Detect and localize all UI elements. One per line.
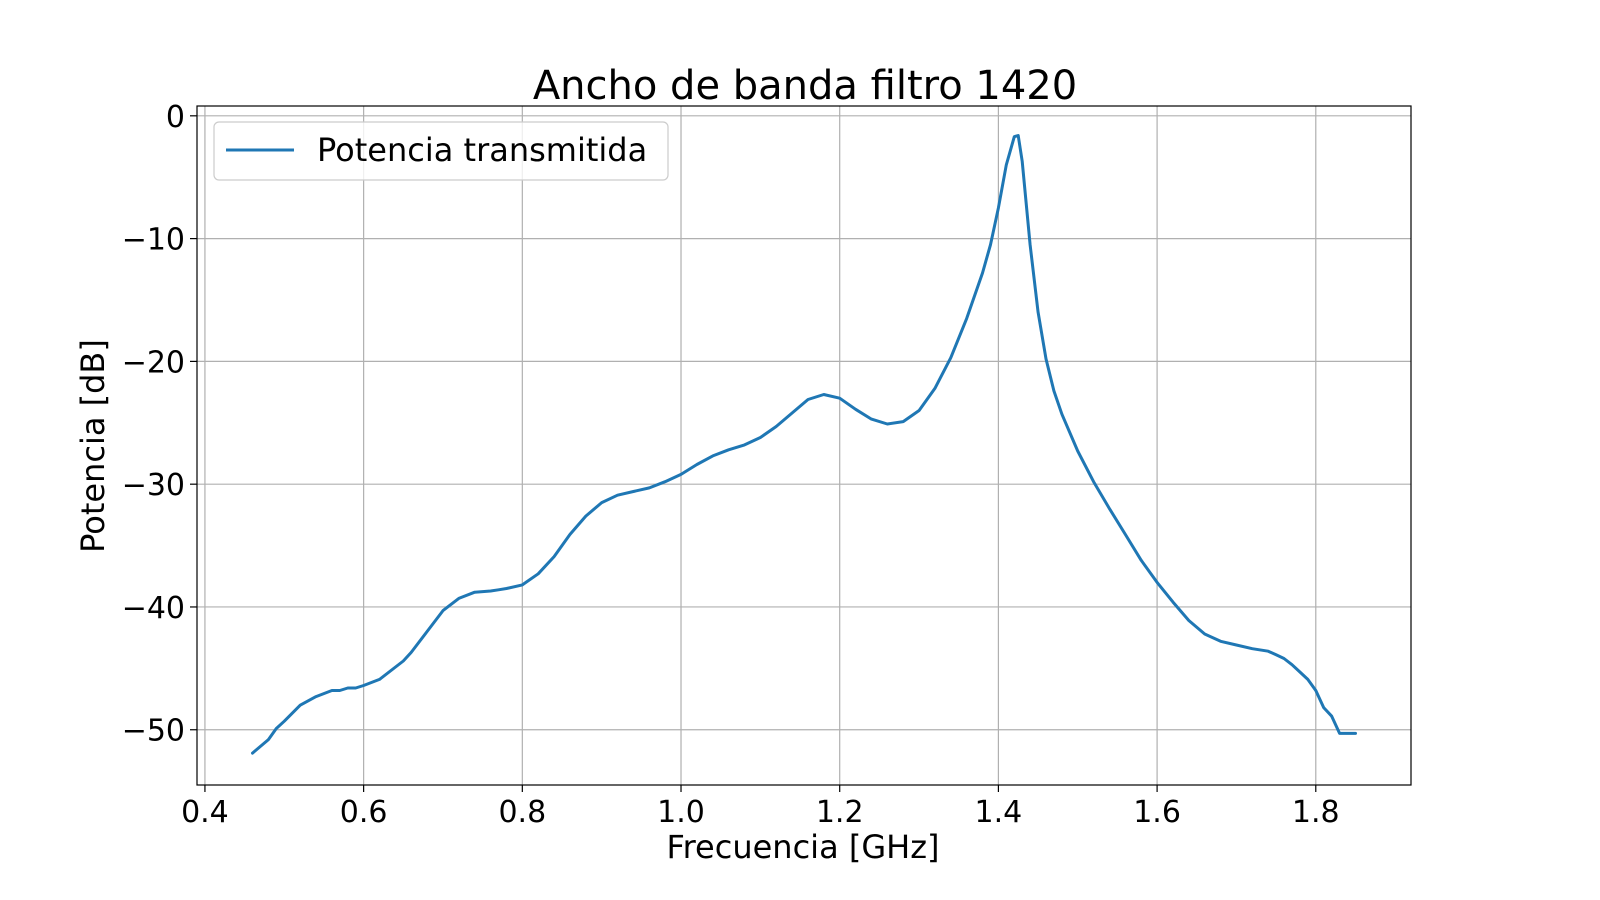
x-tick-label: 1.0	[657, 795, 705, 830]
x-tick-label: 1.2	[816, 795, 864, 830]
axis-ticks: 0.4 0.6 0.8 1.0 1.2 1.4 1.6 1.8 0 −10 −20 −30 −40 −50	[122, 100, 1340, 830]
x-tick-label: 0.4	[181, 795, 229, 830]
legend: Potencia transmitida	[213, 121, 669, 181]
chart-title: Ancho de banda filtro 1420	[533, 63, 1077, 109]
y-tick-label: −20	[122, 345, 185, 380]
series-line-0	[251, 134, 1357, 755]
x-tick-label: 0.6	[340, 795, 388, 830]
grid-lines	[197, 106, 1411, 785]
x-tick-label: 0.8	[498, 795, 546, 830]
legend-entry-label: Potencia transmitida	[317, 131, 647, 169]
y-tick-label: 0	[166, 100, 185, 135]
x-tick-label: 1.4	[975, 795, 1023, 830]
y-tick-label: −40	[122, 591, 185, 626]
plot-frame	[196, 105, 1412, 786]
x-tick-label: 1.8	[1292, 795, 1340, 830]
y-axis-label: Potencia [dB]	[74, 339, 112, 553]
x-axis-label: Frecuencia [GHz]	[667, 828, 940, 866]
y-tick-label: −10	[122, 223, 185, 258]
legend-box	[213, 121, 669, 181]
y-tick-label: −30	[122, 468, 185, 503]
x-tick-label: 1.6	[1133, 795, 1181, 830]
series-layer	[251, 134, 1357, 755]
y-tick-label: −50	[122, 714, 185, 749]
